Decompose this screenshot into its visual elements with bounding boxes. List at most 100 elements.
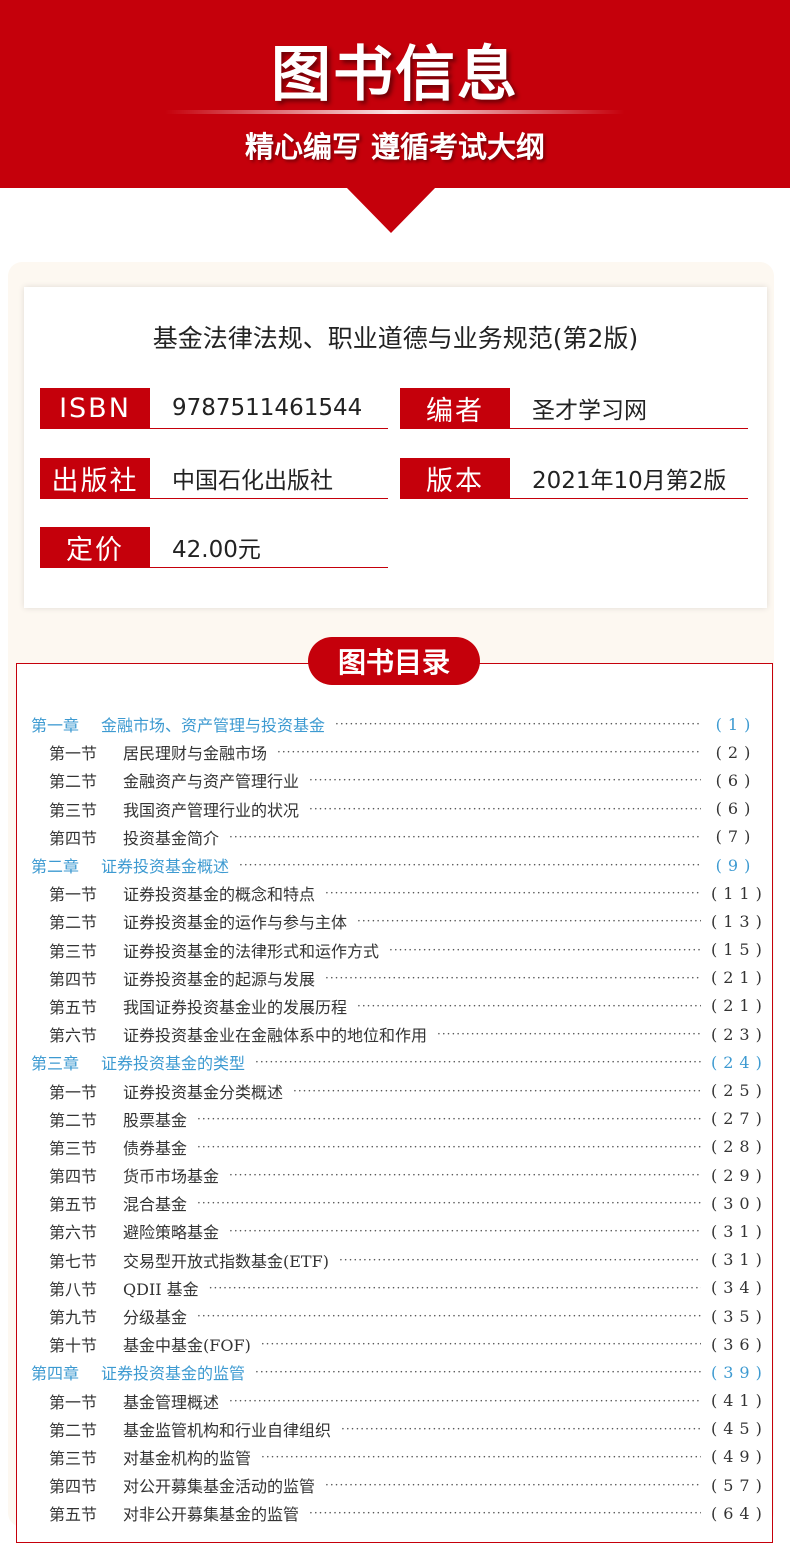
leader-dots: ········································… [229,1393,701,1408]
field-label: 版本 [400,458,510,498]
toc-entry-title: 货币市场基金 [123,1167,220,1187]
pointer-arrow [346,187,436,233]
toc-section-row: 第九节 分级基金 ·································… [31,1302,762,1330]
leader-dots: ········································… [309,1506,701,1521]
toc-section-row: 第二节 股票基金 ·································… [31,1105,768,1133]
field-label: ISBN [40,388,150,428]
book-info-card: 基金法律法规、职业道德与业务规范(第2版) ISBN 9787511461544… [24,287,767,608]
toc-entry-title: 交易型开放式指数基金(ETF) [123,1251,329,1271]
toc-number: 第二节 [49,1110,98,1130]
toc-chapter-row: 第二章 证券投资基金概述 ·····························… [31,851,761,879]
toc-section-row: 第五节 我国证券投资基金业的发展历程 ·······················… [31,992,768,1020]
toc-number: 第四节 [49,1477,98,1497]
field-label: 出版社 [40,458,150,498]
toc-section-row: 第十节 基金中基金(FOF) ···························… [31,1330,762,1358]
toc-page: (27) [711,1109,768,1129]
toc-number: 第四节 [49,1167,98,1187]
toc-number: 第五节 [49,997,98,1017]
toc-page: (15) [711,940,768,960]
toc-number: 第十节 [49,1336,98,1356]
leader-dots: ········································… [357,998,701,1013]
leader-dots: ········································… [197,1139,701,1154]
toc-section-row: 第一节 居民理财与金融市场 ····························… [31,738,761,766]
toc-entry-title: 避险策略基金 [123,1223,220,1243]
toc-page: (7) [715,827,757,847]
toc-number: 第七节 [49,1251,98,1271]
toc-page: (24) [711,1052,768,1072]
toc-number: 第六节 [49,1223,98,1243]
toc-number: 第九节 [49,1308,98,1328]
toc-entry-title: 证券投资基金的监管 [101,1364,246,1384]
toc-number: 第五节 [49,1505,98,1525]
toc-number: 第八节 [49,1279,98,1299]
toc-page: (57) [711,1475,768,1495]
toc-entry-title: 证券投资基金分类概述 [123,1082,284,1102]
toc-entry-title: 证券投资基金的类型 [101,1054,246,1074]
toc-entry-title: 基金中基金(FOF) [123,1336,251,1356]
leader-dots: ········································… [325,886,701,901]
leader-dots: ········································… [197,1111,701,1126]
toc-entry-title: 证券投资基金的概念和特点 [123,885,316,905]
toc-number: 第三节 [49,800,98,820]
toc-page: (21) [711,968,768,988]
toc-page: (64) [711,1503,768,1523]
leader-dots: ········································… [309,773,701,788]
leader-dots: ········································… [309,801,701,816]
leader-dots: ········································… [325,1478,701,1493]
leader-dots: ········································… [325,970,701,985]
book-title: 基金法律法规、职业道德与业务规范(第2版) [152,324,639,353]
toc-section-row: 第四节 货币市场基金 ·······························… [31,1161,768,1189]
field-value: 中国石化出版社 [172,468,333,494]
toc-number: 第一章 [31,716,80,736]
leader-dots: ········································… [389,942,701,957]
field-price: 定价 42.00元 [40,527,388,568]
toc-section-row: 第七节 交易型开放式指数基金(ETF) ······················… [31,1246,762,1274]
toc-number: 第一节 [49,1082,98,1102]
divider [165,110,625,114]
leader-dots: ········································… [229,1224,701,1239]
toc-section-row: 第二节 金融资产与资产管理行业 ··························… [31,766,761,794]
toc-page: (25) [711,1081,768,1101]
toc-page: (1) [715,714,757,734]
toc-page: (30) [711,1193,768,1213]
toc-section-row: 第三节 我国资产管理行业的状况 ··························… [31,795,761,823]
toc-section-row: 第五节 混合基金 ·································… [31,1189,768,1217]
toc-entry-title: 证券投资基金业在金融体系中的地位和作用 [123,1026,428,1046]
toc-entry-title: 混合基金 [123,1195,188,1215]
toc-page: (6) [715,799,757,819]
toc-number: 第一节 [49,885,98,905]
toc-entry-title: 债券基金 [123,1138,188,1158]
toc-number: 第四节 [49,828,98,848]
toc-entry-title: 金融资产与资产管理行业 [123,772,300,792]
field-value: 2021年10月第2版 [532,468,727,494]
toc-page: (21) [711,996,768,1016]
toc-entry-title: 证券投资基金的起源与发展 [123,969,316,989]
toc-section-row: 第五节 对非公开募集基金的监管 ··························… [31,1499,768,1527]
page-subtitle: 精心编写 遵循考试大纲 [244,130,546,164]
leader-dots: ········································… [357,914,701,929]
toc-chapter-row: 第一章 金融市场、资产管理与投资基金 ·······················… [31,710,761,738]
toc-section-row: 第八节 QDII 基金 ······························… [31,1274,768,1302]
toc-number: 第二节 [49,772,98,792]
toc-chapter-row: 第四章 证券投资基金的监管 ····························… [31,1358,762,1386]
toc-page: (29) [711,1165,768,1185]
field-value: 圣才学习网 [532,398,647,424]
toc-page: (34) [711,1278,768,1298]
toc-section-row: 第二节 基金监管机构和行业自律组织 ························… [31,1415,762,1443]
toc-number: 第三节 [49,1448,98,1468]
toc-entry-title: 金融市场、资产管理与投资基金 [101,716,326,736]
toc-entry-title: 证券投资基金概述 [101,857,230,877]
toc-section-row: 第一节 基金管理概述 ·······························… [31,1387,768,1415]
toc-number: 第六节 [49,1026,98,1046]
toc-page: (41) [711,1391,768,1411]
field-publisher: 出版社 中国石化出版社 [40,458,388,499]
leader-dots: ········································… [277,745,701,760]
toc-section-row: 第一节 证券投资基金分类概述 ···························… [31,1076,768,1104]
toc-section-row: 第六节 避险策略基金 ·······························… [31,1217,762,1245]
toc-entry-title: 对非公开募集基金的监管 [123,1505,300,1525]
toc-page: (9) [715,855,757,875]
toc-entry-title: 我国证券投资基金业的发展历程 [123,997,348,1017]
toc-entry-title: 居民理财与金融市场 [123,744,268,764]
leader-dots: ········································… [293,1083,701,1098]
toc-section-row: 第三节 证券投资基金的法律形式和运作方式 ·····················… [31,936,768,964]
